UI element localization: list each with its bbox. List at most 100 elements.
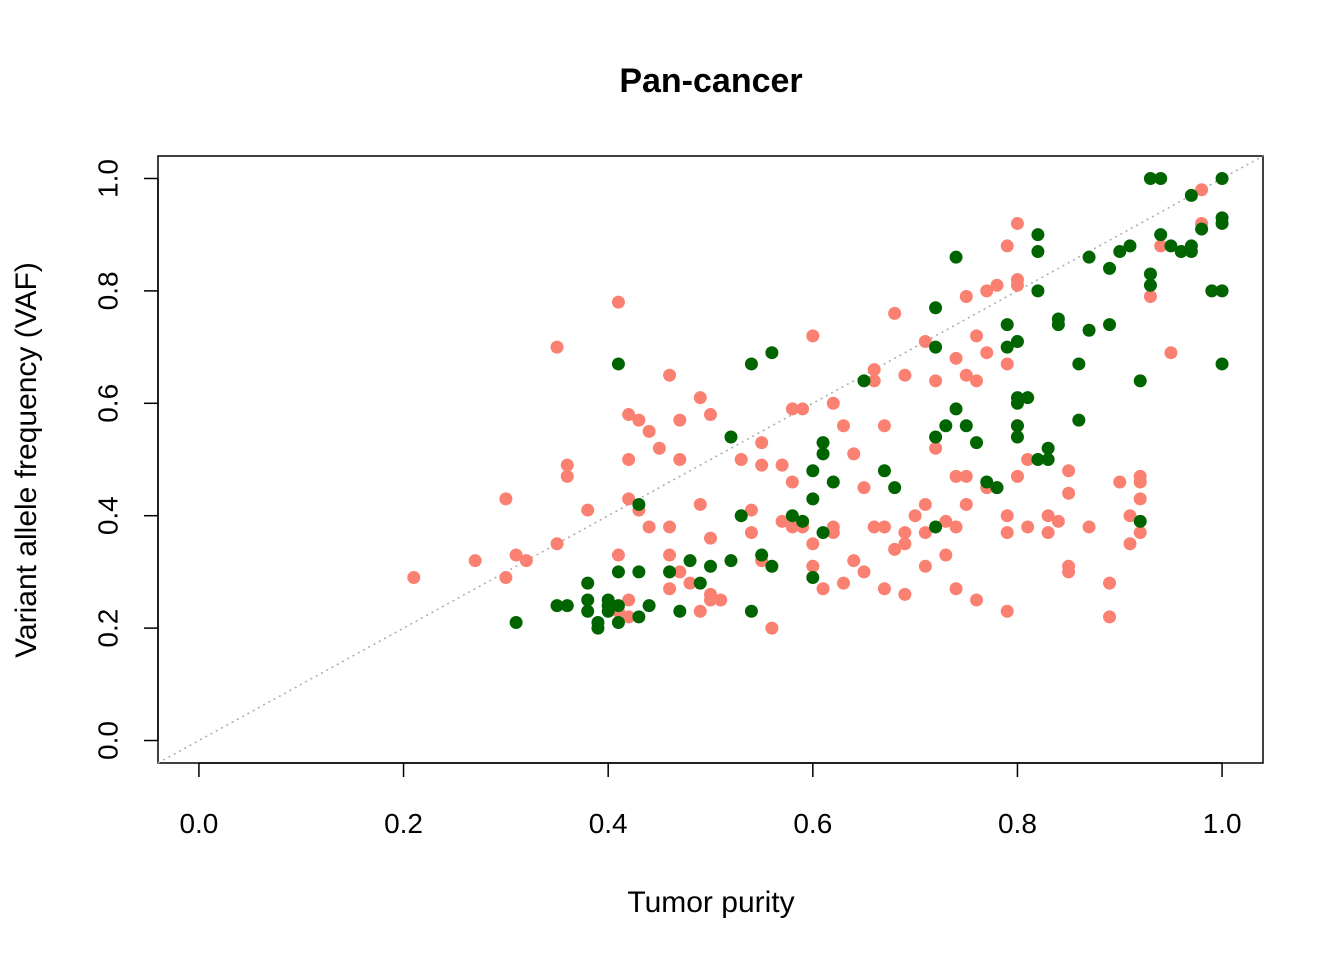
chart-title: Pan-cancer — [619, 62, 802, 100]
data-point — [1123, 509, 1137, 523]
data-point — [734, 453, 748, 466]
data-point — [673, 604, 687, 618]
data-point — [796, 402, 810, 416]
data-point — [826, 526, 840, 540]
data-point — [775, 458, 789, 472]
data-point — [611, 357, 625, 371]
data-point — [1072, 357, 1086, 371]
data-point — [652, 441, 666, 455]
data-point — [837, 576, 851, 590]
data-point — [806, 329, 820, 343]
data-point — [1031, 453, 1045, 466]
data-point — [1133, 492, 1147, 506]
data-point — [744, 604, 758, 618]
data-point — [980, 475, 994, 489]
data-point — [1123, 239, 1137, 253]
data-point — [611, 548, 625, 562]
data-point — [632, 565, 646, 579]
data-point — [1010, 278, 1024, 292]
data-point — [632, 497, 646, 511]
x-tick-label: 0.4 — [589, 808, 628, 839]
data-point — [888, 306, 902, 320]
data-point — [1041, 526, 1055, 540]
data-point — [959, 290, 973, 304]
data-point — [581, 593, 595, 607]
data-point — [877, 520, 891, 534]
data-point — [1103, 318, 1117, 332]
data-point — [1021, 520, 1035, 534]
data-point — [929, 430, 943, 444]
data-point — [877, 464, 891, 478]
data-point — [663, 565, 677, 579]
y-tick-label: 0.4 — [92, 496, 123, 535]
data-point — [632, 610, 646, 624]
data-point — [837, 419, 851, 433]
data-point — [1143, 278, 1157, 292]
data-point — [622, 492, 636, 506]
data-points — [407, 171, 1229, 635]
x-axis-label: Tumor purity — [627, 886, 794, 919]
data-point — [929, 441, 943, 455]
data-point — [744, 503, 758, 517]
data-point — [663, 368, 677, 382]
data-point — [581, 576, 595, 590]
data-point — [1051, 318, 1065, 332]
data-point — [499, 492, 513, 506]
data-point — [1000, 604, 1014, 618]
data-point — [744, 357, 758, 371]
data-point — [959, 368, 973, 382]
data-point — [714, 593, 728, 607]
data-point — [806, 492, 820, 506]
data-point — [1010, 469, 1024, 483]
data-point — [1010, 396, 1024, 410]
data-point — [785, 402, 799, 416]
data-point — [560, 599, 574, 613]
data-point — [1164, 239, 1178, 253]
data-point — [704, 408, 717, 422]
data-point — [939, 514, 953, 528]
data-point — [499, 571, 513, 585]
data-point — [1205, 284, 1219, 298]
data-point — [806, 571, 820, 585]
x-axis: 0.0 0.2 0.4 0.6 0.8 1.0 — [179, 762, 1242, 839]
data-point — [1021, 453, 1035, 466]
data-point — [642, 599, 656, 613]
data-point — [898, 368, 912, 382]
data-point — [1021, 391, 1035, 405]
x-tick-label: 0.6 — [793, 808, 832, 839]
data-point — [560, 469, 574, 483]
data-point — [550, 599, 564, 613]
x-tick-label: 0.0 — [179, 808, 218, 839]
data-point — [1082, 323, 1096, 337]
data-point — [744, 526, 758, 540]
data-point — [1184, 188, 1198, 202]
data-point — [1082, 520, 1096, 534]
data-point — [765, 621, 779, 635]
data-point — [775, 514, 789, 528]
data-point — [1010, 419, 1024, 433]
data-point — [970, 374, 984, 388]
data-point — [959, 419, 973, 433]
y-axis: 0.0 0.2 0.4 0.6 0.8 1.0 — [92, 159, 159, 760]
data-point — [683, 576, 697, 590]
data-point — [857, 481, 871, 495]
data-point — [816, 447, 830, 461]
data-point — [785, 475, 799, 489]
data-point — [632, 413, 646, 427]
data-point — [939, 419, 953, 433]
data-point — [857, 565, 871, 579]
data-point — [949, 582, 963, 596]
data-point — [1031, 228, 1045, 242]
data-point — [877, 419, 891, 433]
data-point — [734, 509, 748, 523]
data-point — [816, 436, 830, 450]
data-point — [611, 615, 625, 629]
data-point — [622, 453, 636, 466]
data-point — [1031, 284, 1045, 298]
y-tick-label: 0.2 — [92, 609, 123, 648]
data-point — [949, 351, 963, 365]
data-point — [622, 610, 636, 624]
data-point — [949, 250, 963, 264]
data-point — [642, 424, 656, 438]
data-point — [806, 559, 820, 573]
